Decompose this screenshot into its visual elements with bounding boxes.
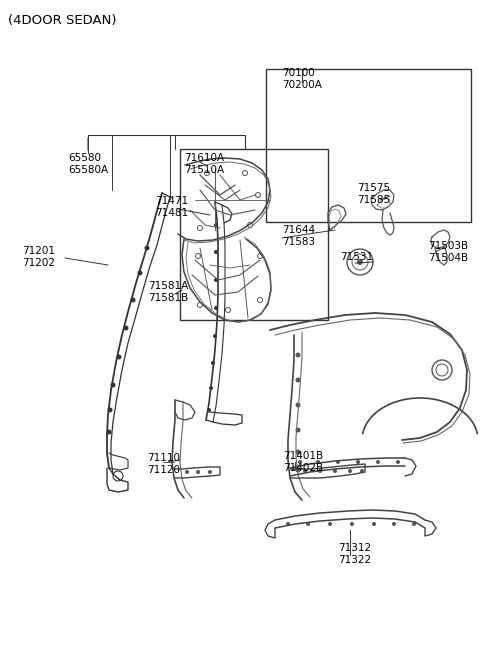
Text: 65580
65580A: 65580 65580A: [68, 153, 108, 174]
Circle shape: [213, 334, 217, 338]
Text: (4DOOR SEDAN): (4DOOR SEDAN): [8, 14, 117, 27]
Circle shape: [296, 403, 300, 407]
Circle shape: [348, 469, 352, 473]
Circle shape: [296, 352, 300, 358]
Circle shape: [207, 408, 211, 412]
Circle shape: [123, 325, 129, 331]
Text: 71201
71202: 71201 71202: [22, 246, 55, 268]
Text: 71401B
71402B: 71401B 71402B: [283, 451, 323, 472]
Circle shape: [214, 278, 218, 282]
Text: 70100
70200A: 70100 70200A: [282, 68, 322, 90]
Circle shape: [316, 460, 320, 464]
Circle shape: [298, 460, 302, 464]
Text: 71110
71120: 71110 71120: [147, 453, 180, 474]
Circle shape: [376, 460, 380, 464]
Circle shape: [396, 460, 400, 464]
Text: 71581A
71581B: 71581A 71581B: [148, 281, 188, 302]
Circle shape: [412, 522, 416, 526]
Text: 71575
71585: 71575 71585: [357, 183, 390, 205]
Circle shape: [110, 382, 116, 388]
Circle shape: [108, 407, 112, 413]
Circle shape: [296, 468, 300, 472]
Circle shape: [144, 245, 149, 251]
Text: 71610A
71510A: 71610A 71510A: [184, 153, 224, 174]
Circle shape: [214, 306, 218, 310]
Circle shape: [286, 522, 290, 526]
Circle shape: [357, 259, 363, 265]
Text: 71531: 71531: [340, 252, 373, 262]
Circle shape: [303, 469, 307, 473]
Bar: [180, 149, 328, 320]
Circle shape: [333, 469, 337, 473]
Circle shape: [209, 386, 213, 390]
Circle shape: [296, 377, 300, 382]
Circle shape: [214, 223, 218, 227]
Circle shape: [318, 469, 322, 473]
Circle shape: [117, 354, 121, 359]
Circle shape: [306, 522, 310, 526]
Text: 71471
71481: 71471 71481: [155, 196, 188, 218]
Circle shape: [137, 270, 143, 276]
Circle shape: [131, 298, 135, 302]
Text: 71503B
71504B: 71503B 71504B: [428, 241, 468, 262]
Circle shape: [392, 522, 396, 526]
Circle shape: [211, 361, 215, 365]
Circle shape: [336, 460, 340, 464]
Circle shape: [296, 449, 300, 455]
Circle shape: [356, 460, 360, 464]
Circle shape: [208, 470, 212, 474]
Circle shape: [185, 470, 189, 474]
Bar: [266, 69, 471, 222]
Circle shape: [107, 430, 111, 434]
Circle shape: [360, 469, 364, 473]
Circle shape: [196, 470, 200, 474]
Text: 71312
71322: 71312 71322: [338, 543, 371, 565]
Circle shape: [296, 428, 300, 432]
Circle shape: [350, 522, 354, 526]
Circle shape: [214, 250, 218, 254]
Circle shape: [372, 522, 376, 526]
Text: 71644
71583: 71644 71583: [282, 225, 315, 247]
Circle shape: [328, 522, 332, 526]
